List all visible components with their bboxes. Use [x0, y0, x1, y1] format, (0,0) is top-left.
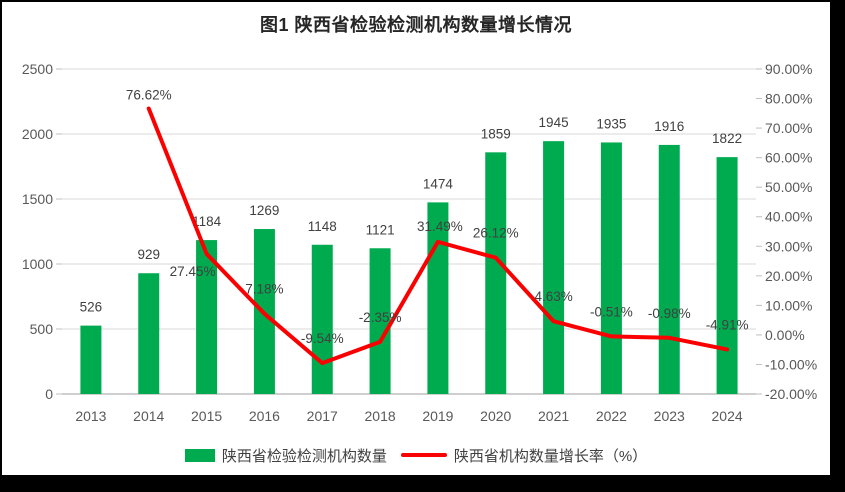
y-right-tick-80: 80.00% [765, 91, 812, 107]
line-label-2019: 31.49% [417, 219, 463, 234]
growth-rate-line [146, 106, 730, 366]
bar-2017 [311, 244, 333, 394]
x-tick-2024: 2024 [712, 408, 743, 424]
chart-legend: 陕西省检验检测机构数量 陕西省机构数量增长率（%） [2, 443, 830, 467]
bar-label-2024: 1822 [712, 131, 742, 146]
line-label-2014: 76.62% [126, 88, 172, 103]
y-right-tick-90: 90.00% [765, 61, 812, 77]
line-label-2018: -2.35% [359, 310, 402, 325]
bar-2020 [485, 152, 507, 394]
x-tick-2016: 2016 [249, 408, 280, 424]
bar-2024 [716, 157, 738, 394]
legend-bar-label: 陕西省检验检测机构数量 [221, 447, 387, 465]
legend-item-line: 陕西省机构数量增长率（%） [400, 445, 648, 466]
x-tick-2021: 2021 [538, 408, 569, 424]
bar-2021 [543, 141, 565, 394]
y-left-tick-1500: 1500 [22, 191, 53, 207]
line-label-2021: 4.63% [534, 289, 572, 304]
line-label-2023: -0.98% [648, 306, 691, 321]
y-right-tick--20: -20.00% [765, 386, 817, 402]
bar-label-2021: 1945 [539, 115, 569, 130]
bar-label-2022: 1935 [596, 116, 626, 131]
y-right-tick-70: 70.00% [765, 120, 812, 136]
bar-2015 [196, 240, 218, 394]
y-right-tick--10: -10.00% [765, 356, 817, 372]
y-right-tick-30: 30.00% [765, 238, 812, 254]
line-label-2016: 7.18% [245, 282, 283, 297]
line-label-2017: -9.54% [301, 331, 344, 346]
bar-2022 [600, 142, 622, 394]
y-left-tick-0: 0 [45, 386, 53, 402]
y-left-tick-2000: 2000 [22, 126, 53, 142]
chart-title: 图1 陕西省检验检测机构数量增长情况 [259, 15, 572, 35]
y-right-tick-20: 20.00% [765, 268, 812, 284]
y-right-tick-60: 60.00% [765, 150, 812, 166]
line-label-2020: 26.12% [473, 226, 519, 241]
bar-label-2020: 1859 [481, 126, 511, 141]
y-right-tick-40: 40.00% [765, 209, 812, 225]
line-label-2022: -0.51% [590, 304, 633, 319]
bar-label-2015: 1184 [192, 214, 222, 229]
bar-label-2023: 1916 [654, 119, 684, 134]
x-tick-2018: 2018 [365, 408, 396, 424]
legend-bar-swatch-icon [184, 448, 215, 462]
bar-2013 [80, 325, 102, 394]
bar-label-2014: 929 [137, 247, 160, 262]
x-tick-2019: 2019 [422, 408, 453, 424]
x-tick-2023: 2023 [654, 408, 685, 424]
y-left-tick-500: 500 [30, 321, 54, 337]
bar-2014 [138, 273, 160, 394]
bar-2018 [369, 248, 391, 394]
y-left-tick-2500: 2500 [22, 61, 53, 77]
x-tick-2015: 2015 [191, 408, 222, 424]
x-tick-2020: 2020 [480, 408, 511, 424]
x-tick-2013: 2013 [75, 408, 106, 424]
legend-line-label: 陕西省机构数量增长率（%） [453, 447, 648, 465]
bar-label-2013: 526 [80, 300, 103, 315]
y-left-tick-1000: 1000 [22, 256, 53, 272]
bar-label-2018: 1121 [366, 222, 395, 237]
bar-label-2016: 1269 [249, 203, 279, 218]
line-label-2015: 27.45% [170, 264, 216, 279]
y-right-tick-50: 50.00% [765, 179, 812, 195]
x-tick-2017: 2017 [307, 408, 338, 424]
x-tick-2022: 2022 [596, 408, 627, 424]
legend-item-bars: 陕西省检验检测机构数量 [184, 445, 387, 466]
bar-2023 [658, 144, 680, 394]
chart-background [2, 2, 830, 475]
line-label-2024: -4.91% [706, 317, 749, 332]
bar-label-2017: 1148 [308, 219, 337, 234]
x-tick-2014: 2014 [133, 408, 164, 424]
y-right-tick-10: 10.00% [765, 297, 812, 313]
bar-label-2019: 1474 [423, 176, 454, 191]
legend-line-swatch-icon [400, 453, 447, 457]
y-right-tick-0: 0.00% [765, 327, 805, 343]
